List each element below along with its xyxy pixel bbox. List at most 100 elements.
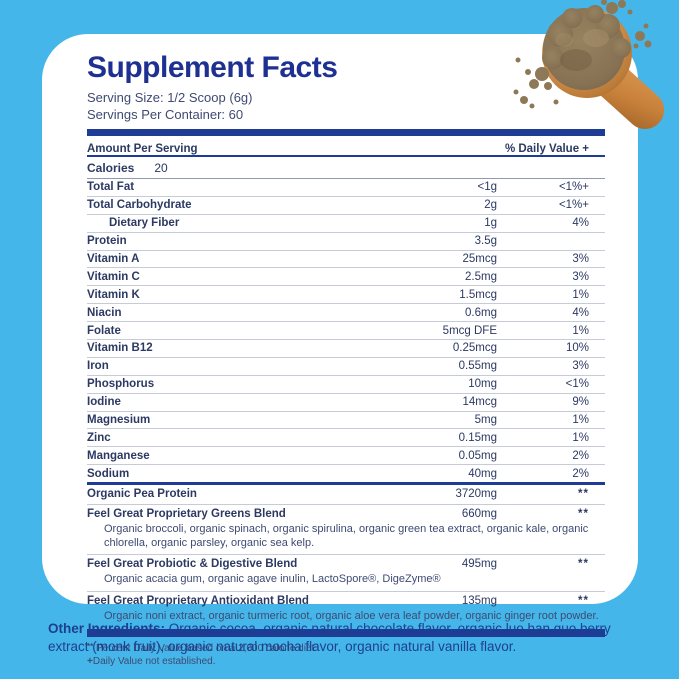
nutrient-name: Magnesium: [87, 414, 151, 427]
blend-name: Feel Great Proprietary Antioxidant Blend: [87, 594, 309, 607]
nutrient-amount: 5mcg DFE: [442, 324, 497, 337]
nutrient-amount: 14mcg: [462, 396, 497, 409]
nutrient-name: Manganese: [87, 449, 150, 462]
nutrient-row: Total Carbohydrate 2g <1%+: [87, 197, 605, 215]
nutrient-rows: Total Fat <1g <1%+ Total Carbohydrate 2g <1%+…: [87, 179, 605, 482]
blend-amount: 135mg: [461, 594, 497, 607]
footnote-marker: +: [87, 656, 93, 668]
powder-crumbs: [513, 0, 652, 109]
nutrient-amount: 0.25mcg: [452, 342, 497, 355]
nutrient-row: Protein 3.5g: [87, 233, 605, 251]
nutrient-amount: 0.05mg: [458, 449, 497, 462]
nutrient-dv: <1%: [565, 378, 589, 391]
nutrient-name: Total Carbohydrate: [87, 199, 192, 212]
table-header-row: Amount Per Serving % Daily Value +: [87, 136, 605, 157]
blend-name: Feel Great Probiotic & Digestive Blend: [87, 558, 298, 571]
nutrient-amount: 0.55mg: [458, 360, 497, 373]
nutrient-row: Iodine 14mcg 9%: [87, 394, 605, 412]
nutrient-amount: 10mg: [468, 378, 497, 391]
nutrient-name: Niacin: [87, 306, 122, 319]
blend-row: Feel Great Proprietary Greens Blend 660mg…: [87, 505, 605, 556]
blend-row: Feel Great Proprietary Antioxidant Blend…: [87, 592, 605, 628]
blend-ingredients: Organic noni extract, organic turmeric r…: [104, 609, 599, 622]
nutrient-amount: 25mcg: [462, 253, 497, 265]
nutrient-name: Folate: [87, 324, 121, 337]
nutrient-row: Vitamin C 2.5mg 3%: [87, 268, 605, 287]
blend-dv: **: [578, 508, 589, 521]
nutrient-dv: 2%: [572, 449, 589, 462]
nutrient-row: Folate 5mcg DFE 1%: [87, 322, 605, 341]
nutrient-amount: 2.5mg: [465, 270, 497, 283]
nutrient-row: Iron 0.55mg 3%: [87, 358, 605, 376]
blend-rows: Organic Pea Protein 3720mg ** Feel Great Pr…: [87, 485, 605, 627]
nutrient-row: Vitamin A 25mcg 3%: [87, 251, 605, 269]
divider-bar-top: [87, 129, 605, 136]
powder-heap: [542, 5, 631, 90]
divider-bar-mid: [87, 482, 605, 486]
nutrient-dv: 1%: [572, 414, 589, 427]
header-daily-value: % Daily Value +: [504, 143, 589, 155]
blend-ingredients: Organic broccoli, organic spinach, organ…: [104, 523, 589, 549]
wooden-scoop-illustration: [513, 0, 665, 130]
blend-header-row: Organic Pea Protein 3720mg **: [87, 486, 605, 502]
blend-dv: **: [578, 488, 589, 501]
nutrient-name: Sodium: [87, 467, 130, 480]
blend-header-row: Feel Great Proprietary Antioxidant Blend…: [87, 593, 605, 609]
nutrient-dv: 4%: [572, 217, 589, 230]
nutrient-name: Total Fat: [87, 181, 135, 194]
nutrient-dv: 3%: [572, 360, 589, 373]
nutrient-dv: <1%+: [558, 199, 589, 212]
blend-name: Feel Great Proprietary Greens Blend: [87, 508, 286, 521]
nutrient-name: Protein: [87, 235, 127, 248]
header-amount-per-serving: Amount Per Serving: [87, 143, 198, 155]
blend-dv: **: [578, 558, 589, 571]
blend-amount: 3720mg: [455, 488, 497, 501]
servings-per-container-text: Servings Per Container: 60: [87, 106, 244, 122]
nutrient-row: Vitamin B12 0.25mcg 10%: [87, 340, 605, 358]
nutrient-amount: 40mg: [468, 467, 497, 480]
blend-name: Organic Pea Protein: [87, 488, 197, 501]
nutrient-name: Vitamin A: [87, 253, 140, 265]
nutrient-name: Zinc: [87, 431, 111, 444]
nutrient-dv: 1%: [572, 324, 589, 337]
nutrient-row: Total Fat <1g <1%+: [87, 179, 605, 197]
nutrient-row: Vitamin K 1.5mcg 1%: [87, 286, 605, 305]
blend-amount: 495mg: [461, 558, 497, 571]
nutrient-row: Magnesium 5mg 1%: [87, 412, 605, 430]
nutrient-dv: 2%: [572, 467, 589, 480]
nutrient-name: Phosphorus: [87, 378, 155, 391]
nutrient-dv: 4%: [572, 306, 589, 319]
nutrient-dv: 1%: [572, 431, 589, 444]
nutrient-amount: 5mg: [474, 414, 497, 427]
footnote-text: Percent Daily Value based on a 2,000 cal…: [93, 643, 318, 655]
footnote-text: Daily Value not established.: [92, 656, 216, 668]
nutrient-name: Iron: [87, 360, 109, 373]
footnote-line: +Daily Value not established.: [87, 655, 605, 668]
nutrient-dv: 3%: [572, 270, 589, 283]
nutrient-dv: <1%+: [558, 181, 589, 194]
nutrient-dv: 9%: [572, 396, 589, 409]
blend-header-row: Feel Great Probiotic & Digestive Blend 49…: [87, 556, 605, 572]
nutrient-amount: 1g: [484, 217, 497, 230]
calories-row: Calories 20: [87, 157, 605, 179]
nutrient-dv: 1%: [572, 288, 589, 301]
nutrient-row: Dietary Fiber 1g 4%: [87, 215, 605, 233]
nutrient-name: Vitamin K: [87, 288, 140, 301]
footnote-marker: **: [87, 642, 94, 652]
nutrient-amount: 2g: [484, 199, 497, 212]
serving-size-text: Serving Size: 1/2 Scoop (6g): [87, 90, 253, 105]
other-ingredients-label: Other Ingredients:: [48, 621, 166, 636]
supplement-facts-card: Supplement Facts Serving Size: 1/2 Scoop…: [42, 34, 638, 667]
blend-dv: **: [578, 594, 589, 607]
other-ingredients-text: Organic cocoa, organic natural chocolate…: [48, 621, 611, 654]
nutrient-amount: 1.5mcg: [459, 288, 497, 301]
nutrient-row: Zinc 0.15mg 1%: [87, 429, 605, 448]
blend-row: Organic Pea Protein 3720mg **: [87, 485, 605, 506]
nutrient-name: Iodine: [87, 396, 121, 409]
nutrient-amount: 3.5g: [474, 235, 497, 248]
nutrient-row: Niacin 0.6mg 4%: [87, 304, 605, 323]
footnote-line: ** Percent Daily Value based on a 2,000 …: [87, 642, 605, 655]
nutrient-amount: 0.15mg: [458, 431, 497, 444]
nutrient-amount: <1g: [477, 181, 497, 194]
